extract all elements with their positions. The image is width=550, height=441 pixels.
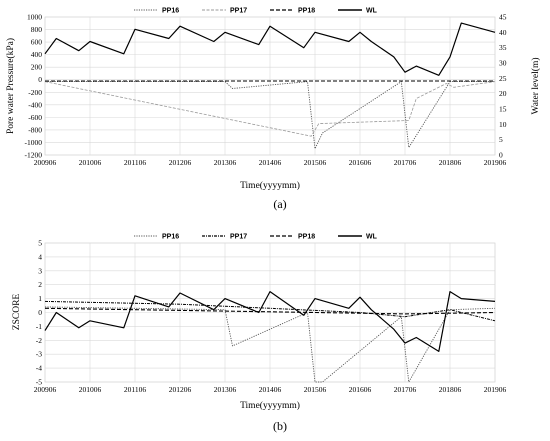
series-layer-b <box>44 291 496 383</box>
x-tick-label: 201006 <box>79 385 102 394</box>
x-tick-labels-a: 200906 201006 201106 201206 201306 201406 2015… <box>34 158 507 167</box>
y-tick-label: 400 <box>31 50 43 59</box>
x-tick-labels-b: 200906 201006 201106 201206 201306 201406 2015… <box>34 385 507 394</box>
x-tick-label: 201606 <box>349 385 372 394</box>
legend-b: PP16 PP17 PP18 WL <box>134 234 378 241</box>
y-tick-label: -3 <box>36 350 42 359</box>
legend-label-pp17: PP17 <box>230 8 247 15</box>
panel-a: 10008006004002000-200-400-600-800-1000-1… <box>5 8 541 212</box>
legend-label-wl: WL <box>366 8 378 15</box>
series-line-wl <box>44 291 496 352</box>
x-tick-label: 201806 <box>439 385 462 394</box>
legend-label-pp16: PP16 <box>162 8 179 15</box>
y-tick-label: 2 <box>38 280 42 289</box>
y-tick-label: -400 <box>28 100 42 109</box>
y2-tick-label: 20 <box>499 89 507 98</box>
x-tick-label: 201506 <box>304 385 327 394</box>
x-tick-label: 201306 <box>214 385 237 394</box>
panel-label-b: (b) <box>273 419 287 433</box>
x-tick-label: 201206 <box>169 385 192 394</box>
y-tick-label: 1 <box>38 294 42 303</box>
y-tick-label: -2 <box>36 336 42 345</box>
x-tick-label: 201106 <box>124 385 146 394</box>
legend-label-pp18: PP18 <box>298 234 315 241</box>
grid-a <box>44 16 496 156</box>
y-tick-labels-a: 1000 800 600 400 200 0 -200 -400 -600 -800 -1000 -1… <box>25 13 43 160</box>
x-tick-label: 201306 <box>214 158 237 167</box>
series-line-pp16 <box>44 306 496 383</box>
x-tick-label: 200906 <box>34 158 57 167</box>
y2-tick-label: 10 <box>499 120 507 129</box>
y-tick-label: 3 <box>38 266 42 275</box>
x-tick-label: 201406 <box>259 385 282 394</box>
y2-tick-label: 40 <box>499 28 507 37</box>
y2-tick-label: 15 <box>499 105 507 114</box>
x-tick-label: 201806 <box>439 158 462 167</box>
y-tick-label: -600 <box>28 113 42 122</box>
x-tick-label: 201906 <box>484 385 507 394</box>
y2-tick-label: 30 <box>499 59 507 68</box>
x-tick-label: 201206 <box>169 158 192 167</box>
y2-tick-label: 5 <box>499 135 503 144</box>
y-tick-label: 800 <box>31 25 43 34</box>
x-tick-label: 201606 <box>349 158 372 167</box>
y-axis-title-a: Pore water Pressure(kPa) <box>5 38 16 134</box>
y-axis-title-b: ZSCORE <box>12 294 22 331</box>
y-tick-label: 200 <box>31 63 43 72</box>
y-tick-label: -800 <box>28 125 42 134</box>
x-tick-label: 201706 <box>394 385 417 394</box>
legend-a: PP16 PP17 PP18 WL <box>134 8 378 15</box>
y-tick-label: -5 <box>36 378 42 387</box>
x-tick-label: 200906 <box>34 385 57 394</box>
y-tick-label: 5 <box>38 239 42 248</box>
x-tick-label: 201106 <box>124 158 146 167</box>
series-line-pp17 <box>44 81 496 137</box>
y2-tick-label: 25 <box>499 74 507 83</box>
y2-tick-label: 0 <box>499 151 503 160</box>
panel-b: 5 4 3 2 1 0 -1 -2 -3 -4 -5 200906 201006 201106 20120… <box>12 234 507 434</box>
panel-label-a: (a) <box>273 197 286 211</box>
x-axis-title-b: Time(yyyymm) <box>240 400 300 411</box>
x-axis-title-a: Time(yyyymm) <box>240 180 300 191</box>
legend-label-pp17: PP17 <box>230 234 247 241</box>
x-tick-label: 201906 <box>484 158 507 167</box>
y-tick-labels-b: 5 4 3 2 1 0 -1 -2 -3 -4 -5 <box>36 239 43 387</box>
x-tick-label: 201506 <box>304 158 327 167</box>
y-tick-label: 0 <box>38 308 42 317</box>
y-tick-label: -1000 <box>25 138 43 147</box>
y-tick-label: 1000 <box>27 13 42 22</box>
x-tick-label: 201406 <box>259 158 282 167</box>
y-tick-label: 0 <box>38 75 42 84</box>
y-tick-label: -1200 <box>25 151 43 160</box>
y-tick-label: -4 <box>36 364 42 373</box>
series-line-pp18 <box>44 307 496 315</box>
legend-label-wl: WL <box>366 234 378 241</box>
series-line-wl <box>44 22 496 76</box>
legend-label-pp18: PP18 <box>298 8 315 15</box>
y2-tick-label: 45 <box>499 13 507 22</box>
x-tick-label: 201006 <box>79 158 102 167</box>
y-tick-label: -200 <box>28 88 42 97</box>
series-layer-a <box>44 22 496 150</box>
y2-tick-label: 35 <box>499 43 507 52</box>
series-line-pp16 <box>45 81 495 150</box>
y-tick-label: -1 <box>36 322 42 331</box>
y-tick-label: 4 <box>38 252 42 261</box>
legend-label-pp16: PP16 <box>162 234 179 241</box>
y2-tick-labels-a: 45 40 35 30 25 20 15 10 5 0 <box>499 13 507 160</box>
y2-axis-title-a: Water level(m) <box>530 58 541 115</box>
y-tick-label: 600 <box>31 38 43 47</box>
x-tick-label: 201706 <box>394 158 417 167</box>
